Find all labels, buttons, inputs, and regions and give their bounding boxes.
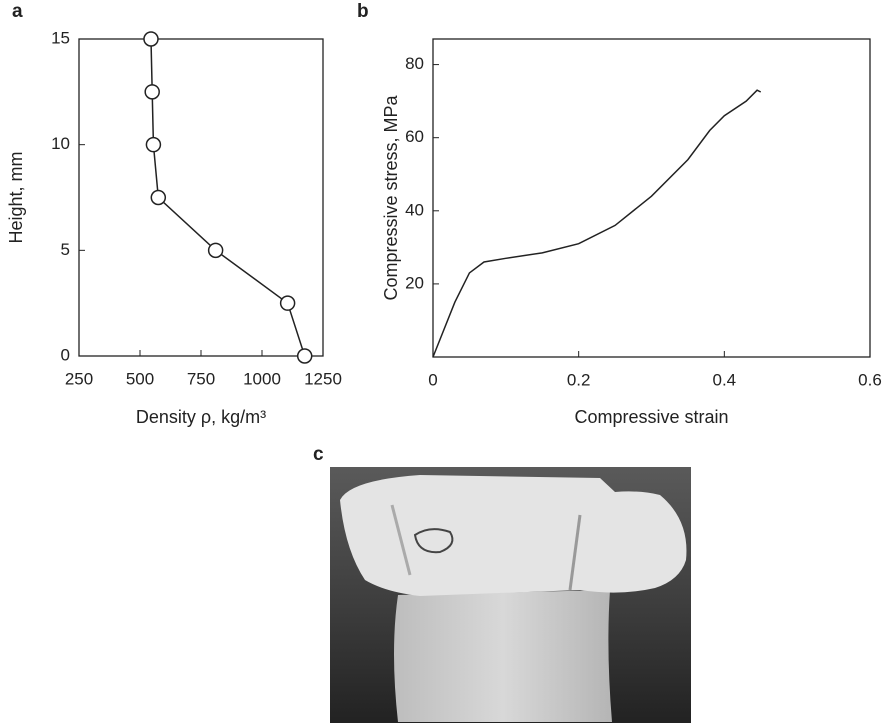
y-tick-label: 10	[51, 134, 70, 153]
panel-label: c	[313, 444, 324, 465]
marker	[207, 242, 224, 259]
y-tick-label: 60	[405, 127, 424, 146]
x-axis-title: Compressive strain	[574, 407, 728, 427]
y-tick-label: 80	[405, 54, 424, 73]
x-tick-label: 750	[187, 369, 215, 388]
y-tick-label: 0	[61, 345, 70, 364]
photo	[330, 467, 691, 723]
marker	[143, 31, 159, 47]
marker	[279, 295, 296, 311]
y-tick-label: 20	[405, 273, 424, 292]
x-tick-label: 500	[126, 369, 154, 388]
x-axis-title: Density ρ, kg/m³	[136, 407, 266, 427]
x-tick-label: 0.4	[713, 370, 737, 389]
panel-label: b	[357, 1, 369, 22]
data-line	[150, 38, 306, 357]
marker	[145, 136, 162, 153]
y-tick-label: 40	[405, 200, 424, 219]
x-tick-label: 0.2	[567, 370, 591, 389]
marker	[144, 84, 160, 100]
marker	[296, 348, 313, 364]
x-tick-label: 0	[428, 370, 437, 389]
plot-frame	[432, 38, 871, 358]
marker	[150, 189, 167, 206]
y-tick-label: 5	[61, 240, 70, 259]
y-axis-title: Compressive stress, MPa	[381, 94, 401, 300]
x-tick-label: 250	[65, 369, 93, 388]
y-axis-title: Height, mm	[6, 151, 26, 243]
x-tick-label: 1000	[243, 369, 281, 388]
x-tick-label: 1250	[304, 369, 342, 388]
panel-label: a	[12, 1, 23, 22]
y-tick-label: 15	[51, 28, 70, 47]
x-tick-label: 0.6	[858, 370, 882, 389]
data-line	[432, 89, 762, 358]
